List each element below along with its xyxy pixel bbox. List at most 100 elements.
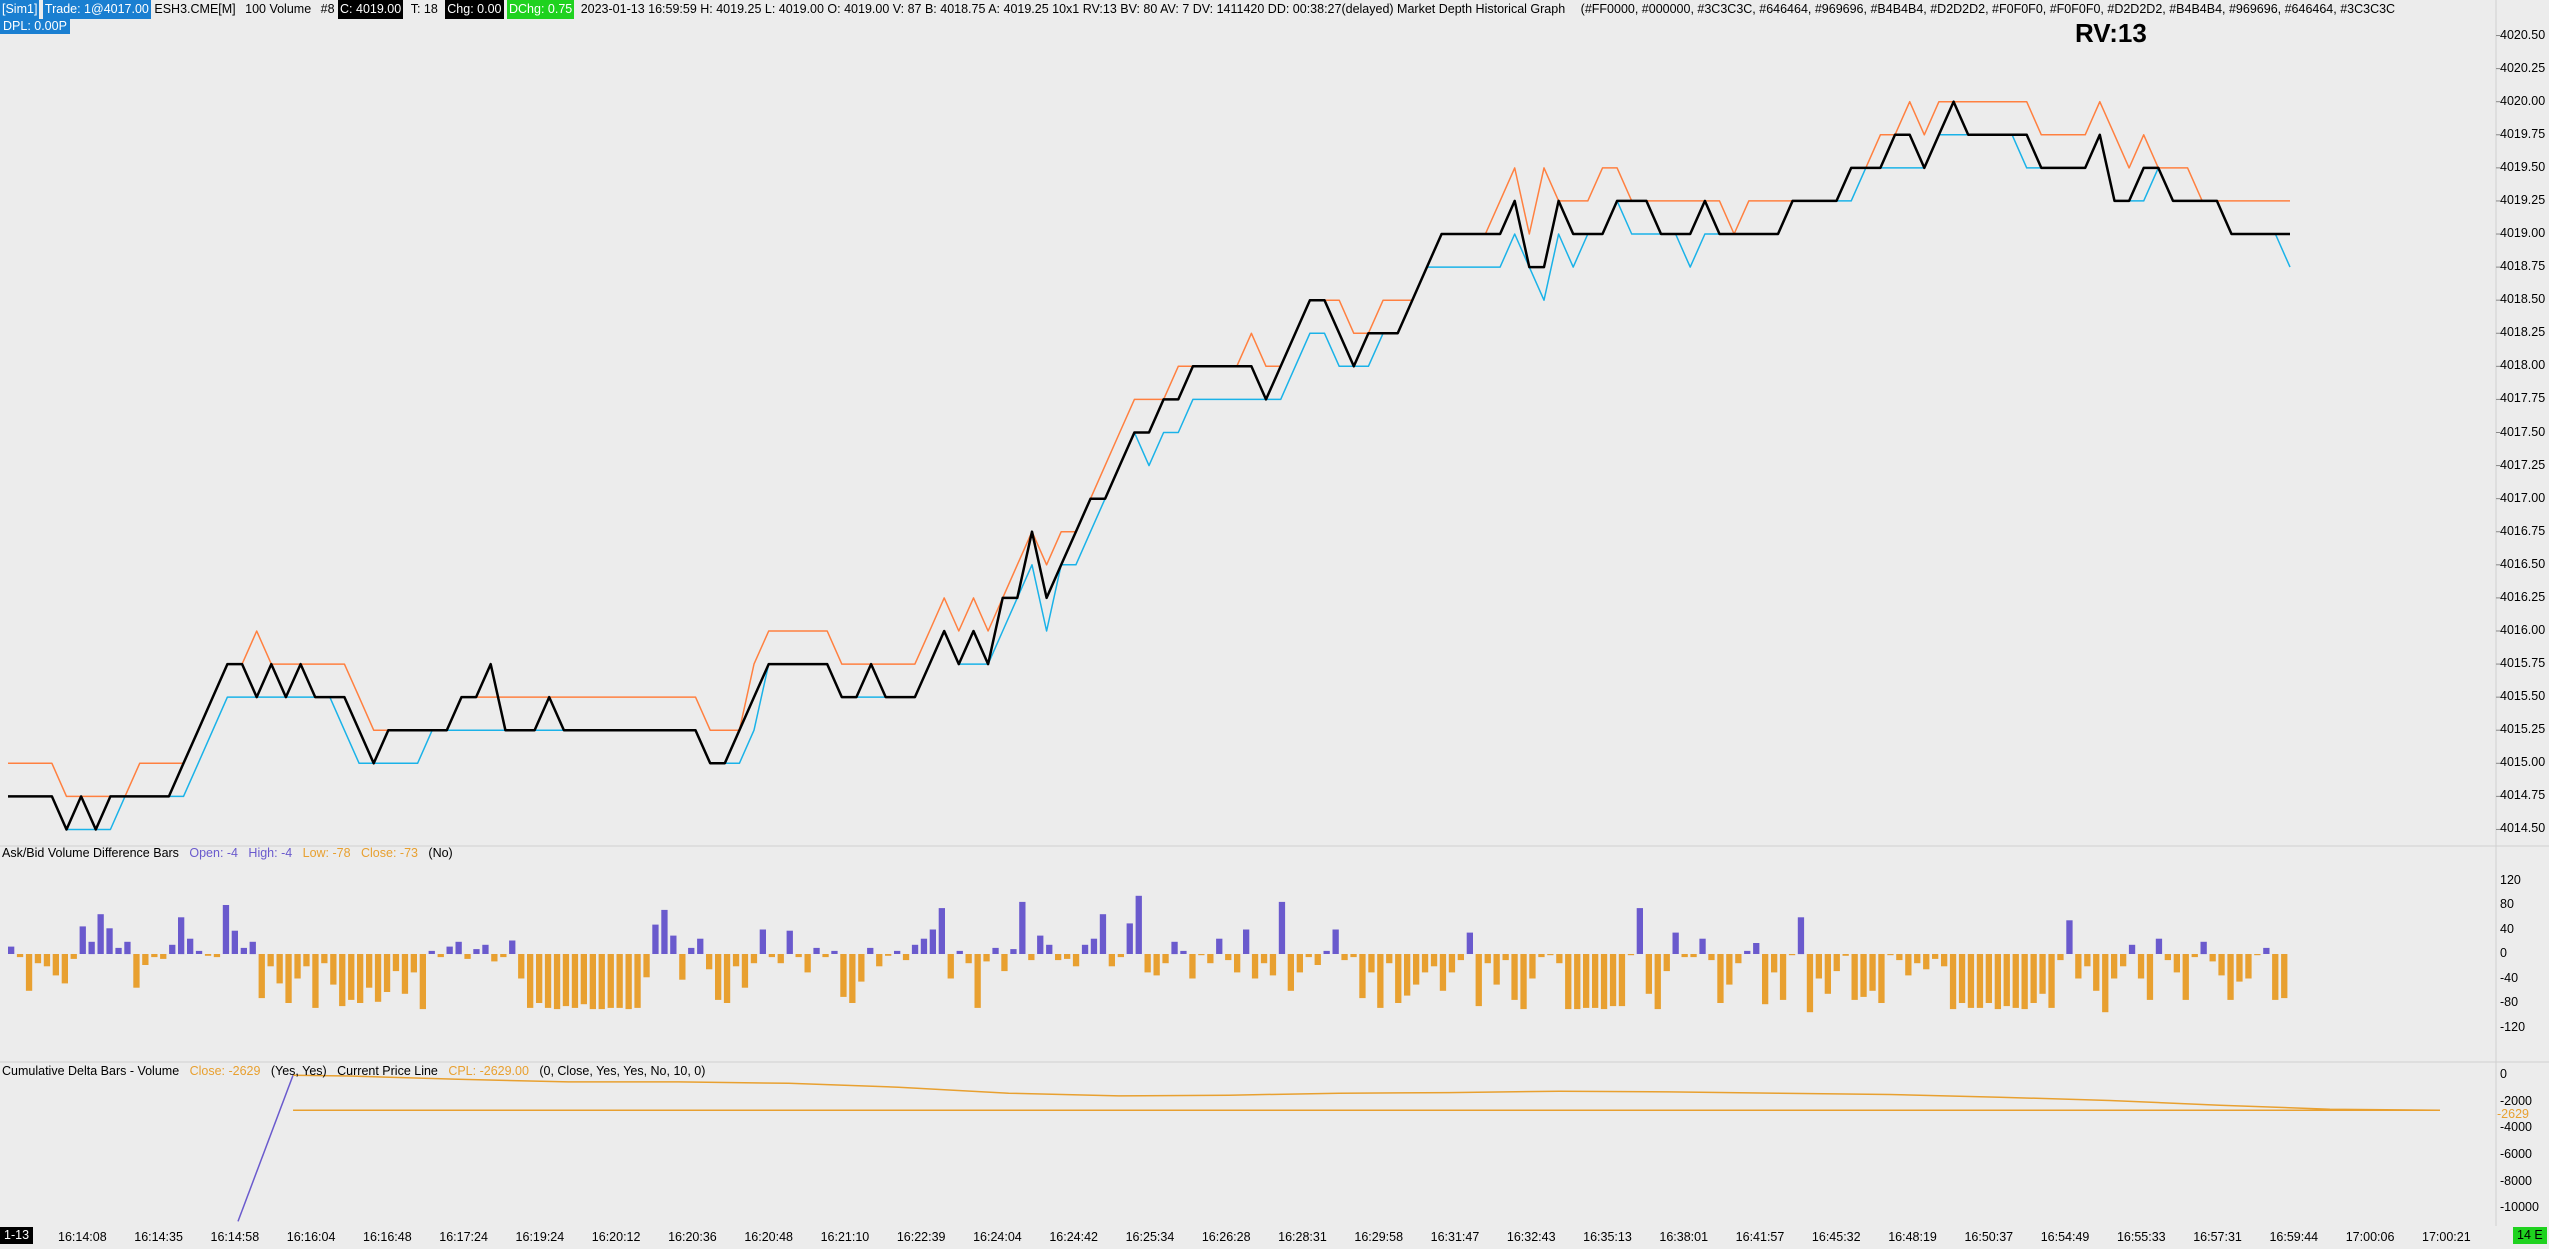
delta-bar	[509, 940, 516, 954]
x-tick-label-28: 16:57:31	[2193, 1230, 2242, 1244]
delta-bar	[1278, 901, 1286, 954]
delta-bar	[1234, 954, 1241, 973]
price-tick-label-24: 4014.50	[2500, 821, 2546, 836]
delta-bar	[732, 954, 740, 967]
rv-label: RV:13	[2075, 18, 2147, 48]
trade-label[interactable]: Trade: 1@4017.00	[42, 0, 151, 19]
delta-bar	[401, 954, 409, 994]
delta-bar	[374, 954, 382, 1002]
price-tick-label-19: 4015.75	[2500, 656, 2546, 671]
delta-bar	[616, 954, 623, 1008]
delta-bar	[1949, 954, 1957, 1010]
delta-bar	[160, 954, 167, 959]
delta-bar	[1538, 954, 1545, 958]
x-tick-label-26: 16:54:49	[2040, 1230, 2090, 1244]
delta-bar	[1860, 954, 1867, 997]
delta-bar	[2137, 954, 2145, 979]
x-tick-label-7: 16:20:12	[591, 1230, 641, 1244]
cumdelta-tick-label-1: -2000	[2500, 1093, 2532, 1108]
delta-bar	[1332, 929, 1339, 954]
delta-bar	[885, 954, 892, 956]
trades-label: T: 18	[410, 2, 438, 16]
delta-bar	[1618, 954, 1626, 1007]
delta-bar	[392, 954, 400, 972]
delta-bar	[768, 954, 775, 958]
delta-bar	[1081, 944, 1089, 954]
delta-bar	[1663, 954, 1670, 972]
delta-bar	[1833, 954, 1840, 972]
delta-tick-label-0: 120	[2500, 872, 2521, 887]
delta-bar	[267, 954, 274, 967]
delta-bar	[231, 930, 238, 954]
delta-bar	[1019, 901, 1026, 954]
delta-bar	[598, 954, 605, 1010]
delta-bar	[1466, 932, 1473, 954]
delta-bar	[1788, 954, 1796, 956]
delta-bar	[1627, 954, 1635, 956]
delta-bar	[61, 954, 68, 984]
bar-type-label[interactable]: 100 Volume	[245, 2, 312, 16]
delta-bar	[1368, 954, 1375, 973]
delta-bar	[1386, 954, 1393, 964]
pane2-flag: (No)	[428, 846, 453, 860]
ask-price-line	[8, 100, 2290, 798]
price-tick-label-12: 4017.50	[2500, 424, 2546, 439]
cumdelta-tick-label-2: -4000	[2500, 1120, 2532, 1135]
symbol-label[interactable]: ESH3.CME[M]	[154, 2, 236, 16]
delta-bar	[1708, 954, 1715, 961]
price-tick-label-11: 4017.75	[2500, 391, 2546, 406]
delta-bar	[804, 954, 811, 973]
delta-bar	[473, 949, 480, 954]
delta-bar	[1359, 954, 1366, 999]
delta-bar	[750, 954, 758, 964]
x-tick-label-6: 16:19:24	[515, 1230, 565, 1244]
x-tick-label-10: 16:21:10	[820, 1230, 870, 1244]
end-badge: 14 E	[2513, 1227, 2547, 1244]
delta-bar	[1198, 954, 1205, 956]
delta-bar	[1314, 954, 1321, 965]
delta-bar	[1878, 954, 1885, 1003]
delta-bar	[1565, 954, 1572, 1010]
delta-bar	[303, 954, 310, 967]
x-tick-label-29: 16:59:44	[2269, 1230, 2319, 1244]
price-tick-label-13: 4017.25	[2500, 457, 2546, 472]
delta-bar	[2218, 954, 2225, 976]
x-tick-label-20: 16:35:13	[1583, 1230, 1632, 1244]
delta-bar	[2128, 944, 2136, 954]
delta-bar	[491, 954, 498, 962]
delta-bar	[258, 954, 265, 999]
x-tick-label-8: 16:20:36	[668, 1230, 717, 1244]
delta-bar	[446, 946, 453, 954]
delta-bar	[706, 954, 713, 970]
pane2-close: Close: -73	[361, 846, 418, 860]
delta-bar	[25, 954, 33, 991]
depth-colors-text: (#FF0000, #000000, #3C3C3C, #646464, #96…	[1580, 2, 2396, 16]
x-tick-label-9: 16:20:48	[744, 1230, 793, 1244]
delta-bar	[1064, 954, 1071, 959]
price-tick-label-23: 4014.75	[2500, 788, 2546, 803]
delta-bar	[974, 954, 981, 1008]
delta-bar	[911, 944, 919, 954]
cumdelta-tick-label-0: 0	[2500, 1067, 2507, 1082]
pane3-title-text: Cumulative Delta Bars - Volume	[2, 1064, 180, 1078]
close-price-badge: C: 4019.00	[338, 0, 404, 19]
pane3-flags: (Yes, Yes)	[270, 1064, 327, 1078]
pane2-low: Low: -78	[302, 846, 351, 860]
delta-bar	[1905, 954, 1912, 976]
x-tick-label-24: 16:48:19	[1888, 1230, 1937, 1244]
x-tick-label-11: 16:22:39	[896, 1230, 946, 1244]
delta-bar	[339, 954, 346, 1007]
delta-bar	[1967, 954, 1975, 1008]
delta-bar	[1815, 954, 1822, 979]
delta-bar	[1842, 954, 1849, 956]
sim-label[interactable]: [Sim1]	[0, 0, 40, 19]
x-tick-label-17: 16:29:58	[1354, 1230, 1404, 1244]
delta-bar	[2066, 920, 2073, 954]
delta-bar	[688, 947, 695, 954]
delta-bar	[1296, 954, 1303, 973]
delta-bar	[204, 954, 212, 956]
delta-bar	[2173, 954, 2180, 973]
x-tick-label-21: 16:38:01	[1659, 1230, 1709, 1244]
delta-bar	[858, 954, 865, 982]
